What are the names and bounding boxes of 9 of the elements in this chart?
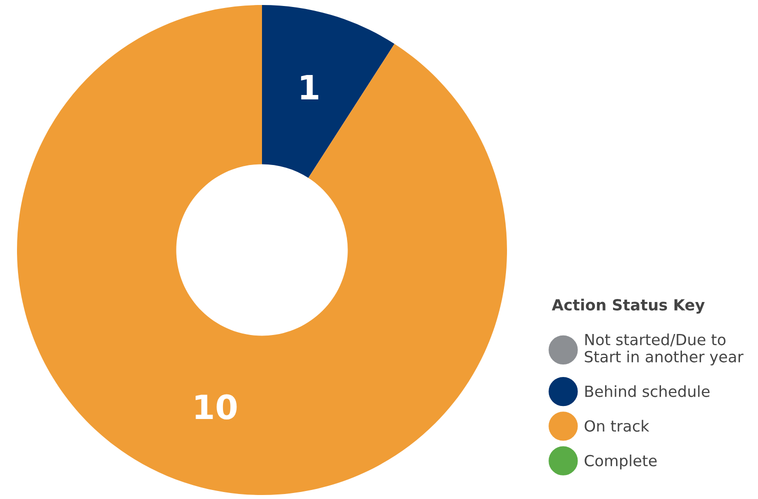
donut-slice: [17, 5, 507, 495]
legend-label: On track: [584, 420, 650, 432]
data-label: 1: [301, 75, 318, 100]
legend-title: Action Status Key: [552, 298, 705, 314]
legend-label: Behind schedule: [585, 385, 710, 398]
legend-label: Complete: [584, 454, 657, 470]
donut-slice: [262, 5, 394, 178]
legend-label: Not started/Due to Start in another year: [584, 334, 744, 366]
data-label: 10: [196, 394, 237, 420]
